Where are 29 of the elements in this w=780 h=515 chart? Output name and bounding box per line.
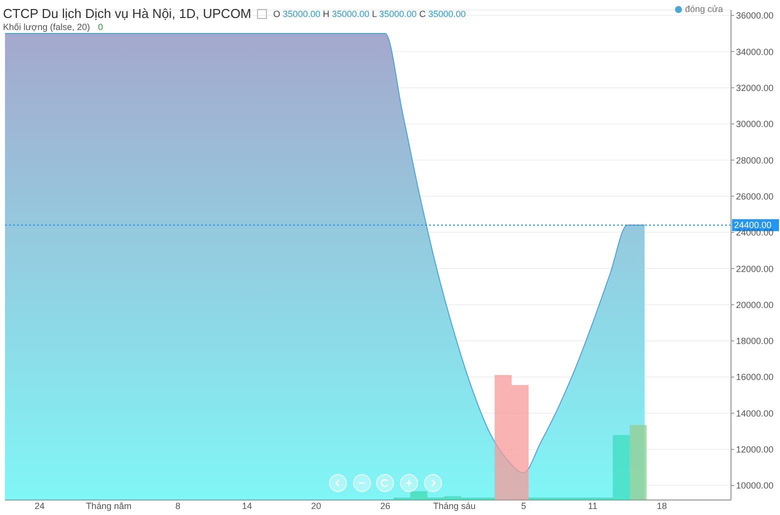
- y-tick-label: 16000.00: [736, 372, 774, 382]
- y-tick-label: 28000.00: [736, 155, 774, 166]
- legend-label: đóng cửa: [684, 4, 723, 14]
- x-tick-label: 18: [656, 501, 667, 511]
- x-tick-label: 11: [588, 501, 598, 511]
- chart-title: CTCP Du lịch Dịch vụ Hà Nội, 1D, UPCOM: [3, 6, 252, 21]
- y-tick-label: 32000.00: [736, 82, 774, 93]
- y-tick-label: 22000.00: [736, 264, 774, 274]
- ref-line-label: 24400.00: [734, 220, 772, 230]
- y-tick-label: 30000.00: [736, 119, 774, 130]
- x-tick-label: Tháng sáu: [433, 501, 476, 511]
- y-tick-label: 20000.00: [736, 300, 774, 310]
- x-tick-label: Tháng năm: [86, 501, 132, 511]
- y-tick-label: 36000.00: [736, 10, 774, 21]
- y-tick-label: 10000.00: [736, 480, 774, 491]
- annotation: 0: [98, 22, 103, 32]
- y-tick-label: 26000.00: [736, 191, 774, 202]
- x-tick-label: 26: [380, 501, 390, 511]
- y-tick-label: 18000.00: [736, 336, 774, 346]
- x-tick-label: 14: [242, 501, 252, 511]
- x-tick-label: 8: [175, 501, 180, 511]
- annotation: O 35000.00 H 35000.00 L 35000.00 C 35000.00: [273, 8, 466, 18]
- y-tick-label: 14000.00: [736, 408, 774, 418]
- x-tick-label: 20: [311, 501, 322, 511]
- chart-title: Khối lượng (false, 20): [3, 22, 90, 32]
- y-tick-label: 34000.00: [736, 46, 774, 57]
- x-tick-label: 5: [521, 501, 526, 511]
- y-tick-label: 12000.00: [736, 444, 774, 455]
- x-tick-label: 24: [34, 501, 45, 511]
